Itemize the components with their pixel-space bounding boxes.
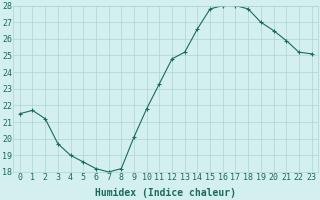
X-axis label: Humidex (Indice chaleur): Humidex (Indice chaleur) [95,188,236,198]
